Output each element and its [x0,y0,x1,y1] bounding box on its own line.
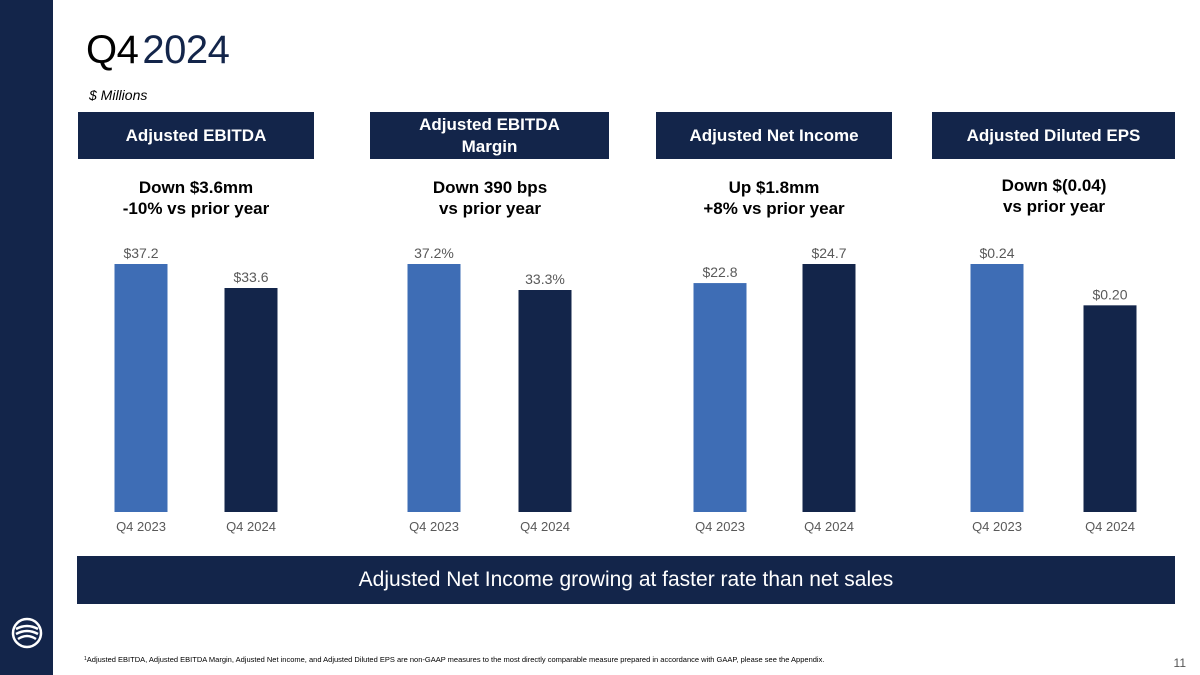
tick-label-3-0: Q4 2023 [972,519,1022,534]
change-line-2: -10% vs prior year [122,199,270,218]
tick-label-1-1: Q4 2024 [520,519,570,534]
metric-header-label: Adjusted Net Income [689,125,859,145]
data-label-0-1: $33.6 [233,269,268,285]
bar-2-1 [802,264,856,512]
tick-label-2-0: Q4 2023 [695,519,745,534]
change-line-2: +8% vs prior year [703,199,845,218]
tick-label-2-1: Q4 2024 [804,519,854,534]
metric-header-ebitda-margin: Adjusted EBITDA Margin [370,112,609,159]
metric-header-label: Adjusted EBITDA Margin [419,114,560,156]
title-quarter: Q4 [86,28,139,72]
tick-label-0-0: Q4 2023 [116,519,166,534]
metric-header-net-income: Adjusted Net Income [656,112,892,159]
bar-0-1 [224,288,278,512]
data-label-1-1: 33.3% [525,271,565,287]
summary-banner: Adjusted Net Income growing at faster ra… [77,556,1175,604]
metric-header-label: Adjusted Diluted EPS [966,125,1141,145]
bar-3-0 [970,264,1024,512]
change-line-1: Down $(0.04) [1001,176,1107,195]
bar-0-0 [114,264,168,512]
title-year: 2024 [142,28,230,72]
change-line-2: vs prior year [1002,197,1106,216]
footnote-marker: 1 [84,656,87,662]
change-text-ebitda: Down $3.6mm -10% vs prior year [78,177,314,219]
metric-header-ebitda: Adjusted EBITDA [78,112,314,159]
data-label-3-1: $0.20 [1092,286,1127,302]
data-label-2-0: $22.8 [702,264,737,280]
footnote: 1Adjusted EBITDA, Adjusted EBITDA Margin… [84,655,824,664]
metric-header-label: Adjusted EBITDA [125,125,267,145]
tick-label-1-0: Q4 2023 [409,519,459,534]
change-text-eps: Down $(0.04) vs prior year [936,175,1172,217]
bar-2-0 [693,283,747,512]
data-label-3-0: $0.24 [979,245,1014,261]
bar-3-1 [1083,305,1137,512]
page-title: Q4 2024 [86,28,230,73]
footnote-text: Adjusted EBITDA, Adjusted EBITDA Margin,… [86,655,825,664]
change-text-ebitda-margin: Down 390 bps vs prior year [372,177,608,219]
change-text-net-income: Up $1.8mm +8% vs prior year [656,177,892,219]
metric-header-eps: Adjusted Diluted EPS [932,112,1175,159]
page-number: 11 [1173,656,1186,670]
change-line-2: vs prior year [438,199,542,218]
bar-1-1 [518,290,572,512]
change-line-1: Up $1.8mm [728,178,820,197]
change-line-1: Down 390 bps [432,178,548,197]
data-label-0-0: $37.2 [123,245,158,261]
units-subtitle: $ Millions [89,87,148,103]
bar-1-0 [407,264,461,512]
tick-label-0-1: Q4 2024 [226,519,276,534]
data-label-1-0: 37.2% [414,245,454,261]
sidebar-band [0,0,53,675]
data-label-2-1: $24.7 [811,245,846,261]
company-logo-icon [11,617,43,649]
tick-label-3-1: Q4 2024 [1085,519,1135,534]
change-line-1: Down $3.6mm [138,178,254,197]
